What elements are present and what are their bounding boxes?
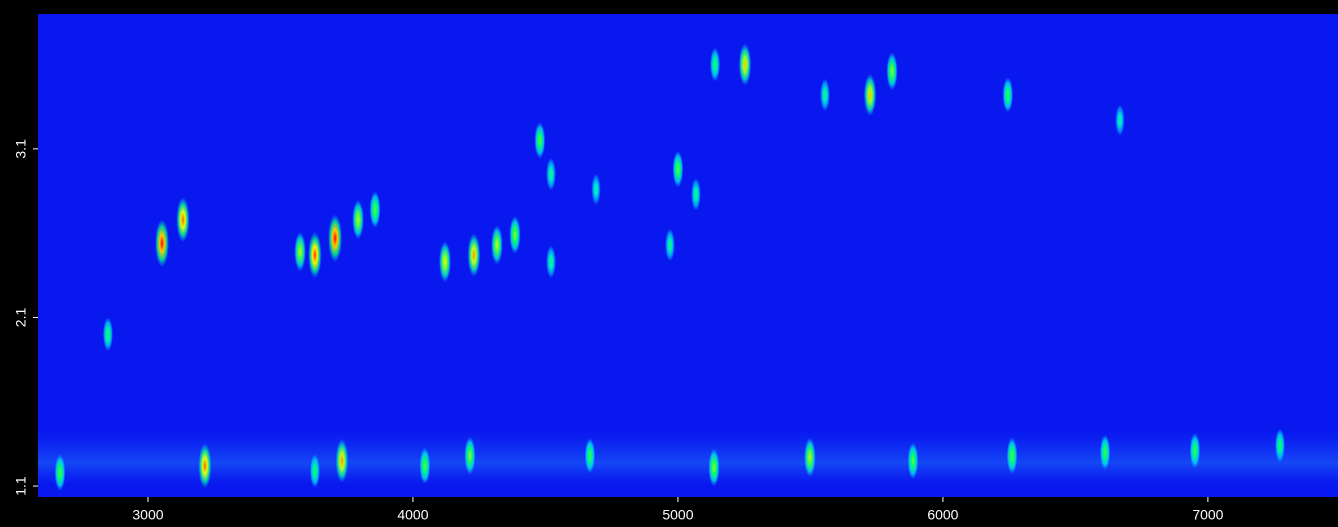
peak: [908, 442, 919, 479]
peak: [464, 437, 475, 475]
peak: [509, 216, 520, 254]
peak: [103, 317, 113, 351]
peak: [534, 122, 545, 159]
peak: [804, 438, 816, 478]
y-tick-label: 3.1: [13, 139, 29, 159]
page: 300040005000600070001.12.13.1 (() => { c…: [0, 0, 1338, 527]
peak: [491, 225, 503, 265]
peak: [673, 151, 684, 188]
peak: [546, 246, 556, 279]
peak: [1275, 429, 1285, 463]
x-tick-label: 3000: [132, 507, 163, 523]
peak: [439, 241, 451, 282]
peak: [585, 438, 595, 473]
peak: [308, 232, 322, 279]
y-tick-label: 2.1: [13, 308, 29, 328]
peak: [1100, 435, 1110, 470]
peak: [1190, 433, 1200, 468]
peak: [336, 439, 349, 483]
peak: [591, 174, 600, 205]
peak: [739, 43, 751, 85]
x-tick-label: 7000: [1192, 507, 1223, 523]
peak: [546, 158, 556, 191]
peak: [710, 48, 720, 82]
background-band: [38, 430, 1338, 485]
peak: [328, 214, 342, 262]
peak: [198, 443, 211, 488]
peak: [820, 79, 830, 112]
y-tick-label: 1.1: [13, 476, 29, 496]
plot-area: [38, 14, 1338, 497]
peak: [155, 219, 169, 267]
peak: [1007, 437, 1018, 474]
peak: [55, 454, 66, 491]
x-tick-label: 5000: [662, 507, 693, 523]
peak: [708, 448, 719, 486]
peak: [1003, 77, 1013, 112]
peak: [310, 454, 320, 488]
peak: [370, 191, 381, 228]
chart: 3000 4000 5000 6000 7000 1.1 2.1 3.1: [0, 0, 1338, 527]
x-tick-label: 6000: [927, 507, 958, 523]
peak: [691, 178, 701, 211]
peak: [665, 229, 675, 262]
peak: [1115, 105, 1124, 136]
x-tick-label: 4000: [397, 507, 428, 523]
peak: [294, 232, 306, 272]
peak: [176, 197, 189, 242]
peak: [352, 200, 364, 240]
peak: [864, 74, 876, 116]
peak: [886, 52, 897, 90]
peak: [467, 233, 480, 277]
peak: [419, 447, 430, 484]
